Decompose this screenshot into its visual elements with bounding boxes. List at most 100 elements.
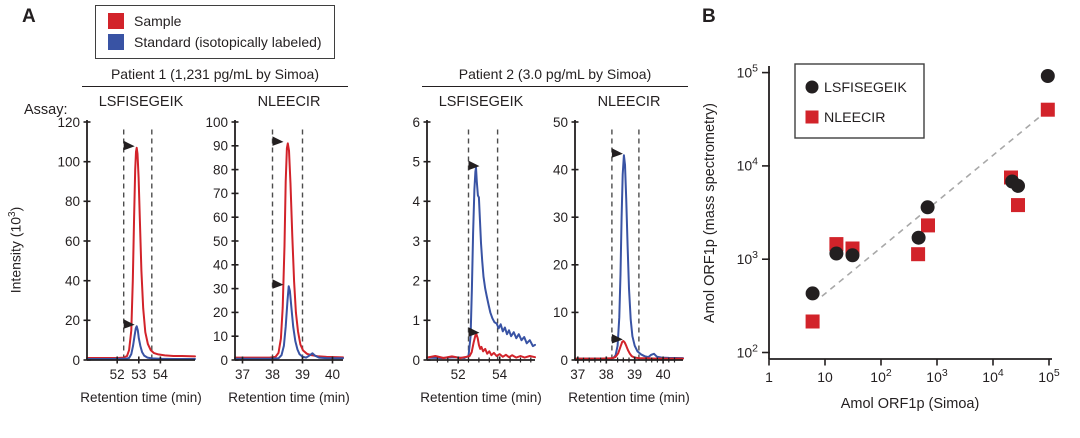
- legend-label-nleecir: NLEECIR: [824, 110, 886, 126]
- y-tick-label: 2: [412, 274, 420, 289]
- y-tick-label: 100: [57, 155, 80, 170]
- y-tick-label: 90: [213, 139, 228, 154]
- patient1-assay-row: LSFISEGEIK NLEECIR: [52, 94, 348, 110]
- chromatogram-patient2-lsfisegeik: 0 1 2 3 4 5 6 52 54 Retention time (min): [412, 115, 542, 405]
- x-tick-label: 40: [656, 367, 671, 382]
- y-tick-label: 20: [553, 258, 568, 273]
- x-axis-title: Retention time (min): [80, 390, 202, 405]
- y-tick-label: 5: [412, 155, 420, 170]
- data-point-circle: [1040, 69, 1055, 83]
- y-tick-label: 102: [737, 342, 759, 360]
- y-tick-label: 50: [553, 115, 568, 130]
- x-tick-label: 39: [627, 367, 642, 382]
- standard-trace: [234, 285, 344, 360]
- scatter-legend: LSFISEGEIK NLEECIR: [794, 63, 925, 139]
- legend-sample-label: Sample: [134, 13, 182, 29]
- x-axis-title: Retention time (min): [228, 390, 350, 405]
- assay-name-p2-nleecir: NLEECIR: [597, 94, 661, 110]
- y-tick-label: 6: [412, 115, 420, 130]
- chromatogram-patient1-nleecir: 0 10 20 30 40 50 60 70 80 90 100 37 38 39 40 Retention …: [205, 115, 350, 405]
- y-ticks: 0 1 2 3 4 5 6: [412, 115, 431, 368]
- data-point-circle: [829, 246, 844, 261]
- tick-superscript: 4: [752, 156, 758, 168]
- x-axis-title: Retention time (min): [420, 390, 542, 405]
- sample-trace: [426, 333, 536, 359]
- tick-superscript: 4: [998, 367, 1004, 379]
- peak-flag-marker: [123, 319, 135, 329]
- y-tick-label: 50: [213, 234, 228, 249]
- x-ticks: 37 38 39 40: [235, 356, 340, 382]
- y-tick-label: 40: [553, 162, 568, 177]
- peak-flag-marker: [272, 279, 284, 289]
- data-point-square: [1011, 198, 1025, 213]
- y-tick-label: 4: [412, 194, 420, 209]
- sample-trace: [86, 146, 196, 359]
- panel-a-label: A: [22, 6, 36, 27]
- intensity-axis-title-text: Intensity (10: [7, 216, 24, 294]
- legend-circle-marker: [805, 80, 819, 94]
- x-tick-label: 37: [570, 367, 585, 382]
- data-point-circle: [920, 200, 935, 215]
- data-point-circle: [805, 286, 820, 301]
- legend-item-sample: Sample: [108, 13, 324, 29]
- patient2-assay-row: LSFISEGEIK NLEECIR: [392, 94, 688, 110]
- y-tick-label: 3: [412, 234, 420, 249]
- standard-trace: [426, 166, 536, 359]
- patient2-group: Patient 2 (3.0 pg/mL by Simoa) LSFISEGEI…: [392, 66, 690, 412]
- legend-label-lsfisegeik: LSFISEGEIK: [824, 80, 907, 96]
- y-axis-title: Amol ORF1p (mass spectrometry): [702, 103, 718, 323]
- y-tick-label: 80: [65, 194, 80, 209]
- y-tick-label: 70: [213, 186, 228, 201]
- y-tick-label: 0: [220, 353, 228, 368]
- x-tick-label: 10: [817, 369, 833, 385]
- tick-superscript: 3: [752, 249, 758, 261]
- legend-square-marker: [805, 110, 819, 124]
- correlation-scatter-plot: 1 10 102 103 104 105 102 103 104 105 Amol ORF1p (S…: [702, 62, 1060, 412]
- y-tick-label: 60: [213, 210, 228, 225]
- patient2-charts: 0 1 2 3 4 5 6 52 54 Retention time (min) 0 10 20 30 4…: [392, 112, 690, 412]
- x-tick-label: 52: [110, 367, 125, 382]
- tick-superscript: 5: [1054, 367, 1060, 379]
- peak-flag-marker: [468, 160, 480, 171]
- x-tick-label: 105: [1038, 367, 1060, 385]
- peak-flag-marker: [611, 334, 623, 344]
- y-tick-label: 30: [213, 281, 228, 296]
- y-ticks: 0 10 20 30 40 50 60 70 80 90 100: [205, 115, 239, 368]
- x-tick-label: 39: [295, 367, 310, 382]
- x-tick-label: 1: [765, 369, 773, 385]
- sample-color-swatch: [108, 13, 124, 29]
- y-tick-label: 20: [65, 313, 80, 328]
- y-tick-label: 103: [737, 249, 759, 267]
- assay-name-p2-lsfisegeik: LSFISEGEIK: [438, 94, 524, 110]
- intensity-axis-title-close: ): [7, 206, 24, 212]
- chromatogram-patient1-lsfisegeik: 0 20 40 60 80 100 120 52 53 54 Retention time (min…: [57, 115, 202, 405]
- x-tick-label: 40: [325, 367, 340, 382]
- sample-trace: [234, 142, 344, 359]
- x-tick-label: 37: [235, 367, 250, 382]
- y-tick-label: 40: [213, 258, 228, 273]
- y-tick-label: 0: [560, 353, 568, 368]
- x-tick-label: 52: [451, 367, 466, 382]
- x-tick-label: 54: [153, 367, 169, 382]
- patient2-title: Patient 2 (3.0 pg/mL by Simoa): [422, 66, 688, 87]
- x-axis-title: Amol ORF1p (Simoa): [841, 396, 980, 412]
- tick-superscript: 2: [886, 367, 892, 379]
- data-point-circle: [1011, 178, 1025, 193]
- assay-caption: Assay:: [24, 102, 68, 118]
- integration-window: [611, 126, 640, 360]
- y-tick-label: 100: [205, 115, 228, 130]
- intensity-axis-title-sup: 3: [7, 211, 18, 217]
- peak-flag-marker: [468, 327, 480, 337]
- x-tick-label: 103: [926, 367, 948, 385]
- integration-window: [271, 126, 304, 360]
- patient1-charts: 0 20 40 60 80 100 120 52 53 54 Retention time (min…: [52, 112, 350, 412]
- assay-name-p1-lsfisegeik: LSFISEGEIK: [98, 94, 184, 110]
- panel-b: B 1 10 102 103 104 105 102 103 104 105 Amol ORF1p …: [690, 0, 1080, 438]
- y-tick-label: 40: [65, 274, 80, 289]
- y-ticks: 0 10 20 30 40 50: [553, 115, 579, 368]
- y-ticks: 102 103 104 105: [737, 62, 770, 360]
- x-axis-title: Retention time (min): [568, 390, 690, 405]
- chromatogram-patient2-nleecir: 0 10 20 30 40 50 37 38 39 40 Retention time (min): [553, 115, 690, 405]
- series-lsfisegeik: [805, 69, 1055, 301]
